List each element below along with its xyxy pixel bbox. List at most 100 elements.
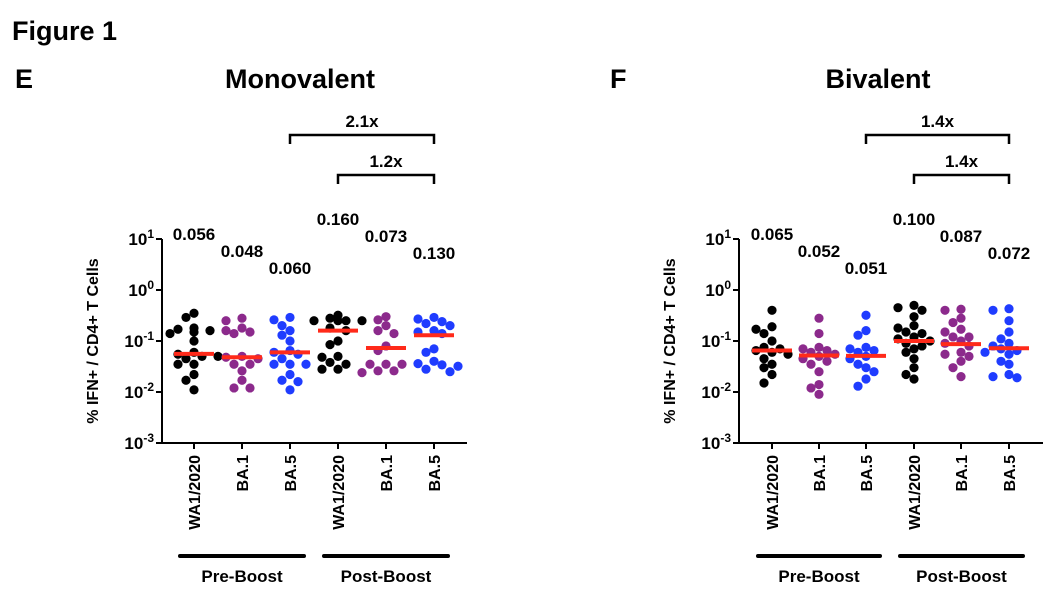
data-point xyxy=(948,317,958,328)
data-point xyxy=(381,321,391,331)
data-point xyxy=(1004,349,1014,359)
data-point xyxy=(893,303,903,313)
data-point xyxy=(173,359,183,369)
data-point xyxy=(165,328,175,339)
data-point xyxy=(869,345,879,356)
y-tick-label: 100 xyxy=(128,278,154,300)
data-point xyxy=(948,363,958,373)
data-point xyxy=(917,328,927,339)
data-point xyxy=(861,363,871,373)
data-point xyxy=(181,375,191,385)
data-point xyxy=(948,332,958,342)
data-point xyxy=(996,356,1006,366)
data-point xyxy=(956,304,966,314)
data-point xyxy=(277,330,287,340)
panel-f: F Bivalent 101 100 10-1 10-2 10-3 % IFN+ / CD4+… xyxy=(610,64,1043,586)
data-point xyxy=(229,328,239,339)
data-point xyxy=(893,323,903,333)
panel-letter: E xyxy=(15,64,33,94)
data-point xyxy=(940,349,950,359)
data-point xyxy=(861,310,871,320)
data-point xyxy=(229,383,239,393)
data-point xyxy=(341,359,351,369)
data-point xyxy=(814,379,824,390)
data-point xyxy=(814,389,824,399)
data-point xyxy=(845,344,855,354)
data-point xyxy=(751,324,761,334)
data-point xyxy=(245,327,255,337)
data-point xyxy=(205,325,215,336)
data-point xyxy=(237,375,247,385)
x-tick-label: WA1/2020 xyxy=(331,455,348,530)
data-point xyxy=(229,359,239,369)
data-point xyxy=(1004,359,1014,369)
data-point xyxy=(333,336,343,346)
comparison-bracket xyxy=(288,133,436,144)
y-tick-label: 100 xyxy=(705,278,731,300)
median-label: 0.065 xyxy=(751,225,794,244)
data-point xyxy=(917,341,927,351)
data-point xyxy=(767,336,777,346)
data-point xyxy=(285,312,295,323)
data-point xyxy=(980,347,990,357)
data-point xyxy=(373,315,383,325)
data-point xyxy=(389,366,399,376)
x-tick-label: WA1/2020 xyxy=(187,455,204,530)
data-point xyxy=(956,347,966,357)
data-point xyxy=(909,300,919,310)
data-point xyxy=(759,363,769,373)
data-point xyxy=(445,321,455,331)
data-point xyxy=(814,328,824,339)
data-point xyxy=(365,359,375,369)
data-point xyxy=(389,328,399,339)
data-point xyxy=(814,342,824,352)
data-point xyxy=(814,313,824,323)
data-point xyxy=(245,383,255,393)
data-point xyxy=(1004,327,1014,337)
data-point xyxy=(333,364,343,374)
data-point xyxy=(357,368,367,378)
median-label: 0.048 xyxy=(221,242,264,261)
data-point xyxy=(964,332,974,342)
group-label: Pre-Boost xyxy=(201,567,283,586)
data-point xyxy=(909,344,919,354)
data-point xyxy=(421,318,431,329)
data-point xyxy=(429,325,439,336)
data-point xyxy=(269,359,279,369)
data-point xyxy=(767,369,777,380)
data-point xyxy=(940,327,950,337)
data-point xyxy=(309,316,319,326)
median-label: 0.160 xyxy=(317,210,360,229)
data-point xyxy=(956,356,966,366)
data-point xyxy=(861,374,871,384)
data-point xyxy=(822,345,832,356)
data-point xyxy=(237,323,247,333)
data-point xyxy=(181,312,191,323)
data-point xyxy=(293,376,303,387)
data-point xyxy=(421,364,431,374)
data-point xyxy=(861,342,871,352)
data-point xyxy=(245,359,255,369)
data-point xyxy=(853,381,863,391)
data-point xyxy=(221,316,231,326)
data-point xyxy=(822,356,832,366)
data-point xyxy=(767,359,777,369)
data-point xyxy=(181,354,191,364)
data-point xyxy=(333,316,343,326)
data-point xyxy=(814,367,824,377)
x-tick-label: WA1/2020 xyxy=(765,455,782,530)
x-tick-label: BA.5 xyxy=(427,455,444,492)
data-point xyxy=(413,314,423,324)
data-point xyxy=(373,366,383,376)
comparison-bracket xyxy=(912,173,1011,184)
data-point xyxy=(357,316,367,326)
data-point xyxy=(317,364,327,374)
median-label: 0.056 xyxy=(173,225,216,244)
median-label: 0.087 xyxy=(940,227,983,246)
data-point xyxy=(901,327,911,337)
group-label: Pre-Boost xyxy=(778,567,860,586)
data-point xyxy=(277,354,287,364)
data-point xyxy=(189,359,199,369)
fold-change-label: 1.2x xyxy=(369,152,403,171)
